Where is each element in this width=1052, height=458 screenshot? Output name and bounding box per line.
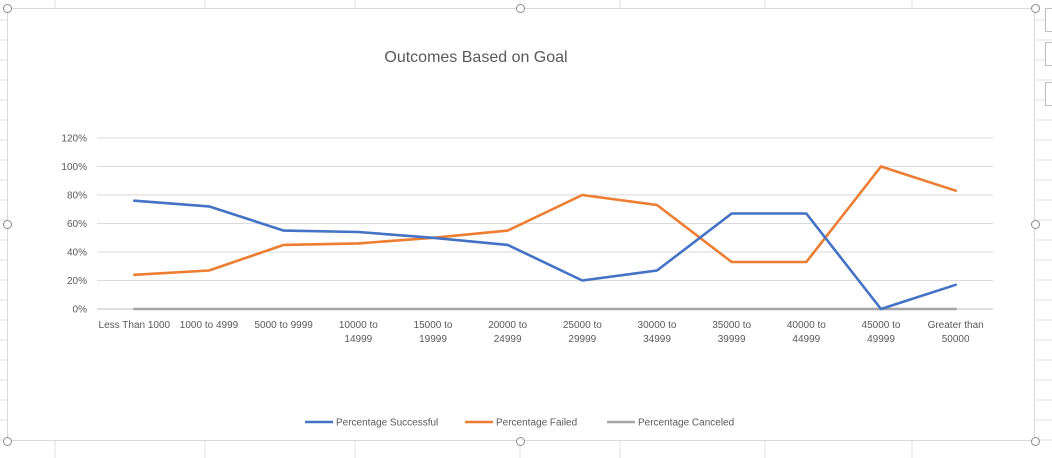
y-tick-label: 60% <box>67 219 87 230</box>
x-tick-label: 35000 to 39999 <box>712 320 751 345</box>
x-tick-label: 5000 to 9999 <box>254 320 313 331</box>
x-tick-label: 15000 to 19999 <box>414 320 453 345</box>
chart-filters-button[interactable] <box>1045 82 1052 106</box>
chart-styles-button[interactable] <box>1045 42 1052 66</box>
x-tick-label: 1000 to 4999 <box>180 320 239 331</box>
resize-handle-bottom-right[interactable] <box>1031 437 1040 446</box>
y-tick-label: 20% <box>67 276 87 287</box>
x-tick-label: 40000 to 44999 <box>787 320 826 345</box>
resize-handle-left[interactable] <box>3 220 12 229</box>
x-tick-label: 30000 to 34999 <box>638 320 677 345</box>
x-tick-label: 45000 to 49999 <box>862 320 901 345</box>
chart-elements-button[interactable] <box>1045 8 1052 32</box>
series-line-failed[interactable] <box>133 165 958 277</box>
resize-handle-top[interactable] <box>516 4 525 13</box>
y-tick-label: 100% <box>61 162 87 173</box>
resize-handle-right[interactable] <box>1031 220 1040 229</box>
legend-label[interactable]: Percentage Successful <box>336 418 438 429</box>
resize-handle-bottom-left[interactable] <box>3 437 12 446</box>
x-tick-label: 25000 to 29999 <box>563 320 602 345</box>
y-tick-label: 80% <box>67 191 87 202</box>
x-tick-label: Less Than 1000 <box>99 320 171 331</box>
x-tick-label: 20000 to 24999 <box>488 320 527 345</box>
legend-label[interactable]: Percentage Failed <box>496 418 577 429</box>
y-tick-label: 0% <box>73 305 88 316</box>
y-tick-label: 40% <box>67 248 87 259</box>
x-tick-label: Greater than 50000 <box>928 320 984 345</box>
series-line-successful[interactable] <box>133 199 958 311</box>
x-tick-label: 10000 to 14999 <box>339 320 378 345</box>
y-tick-label: 120% <box>61 134 87 145</box>
chart-title[interactable]: Outcomes Based on Goal <box>384 49 567 66</box>
resize-handle-top-left[interactable] <box>3 4 12 13</box>
legend-label[interactable]: Percentage Canceled <box>638 418 734 429</box>
resize-handle-bottom[interactable] <box>516 437 525 446</box>
resize-handle-top-right[interactable] <box>1031 4 1040 13</box>
